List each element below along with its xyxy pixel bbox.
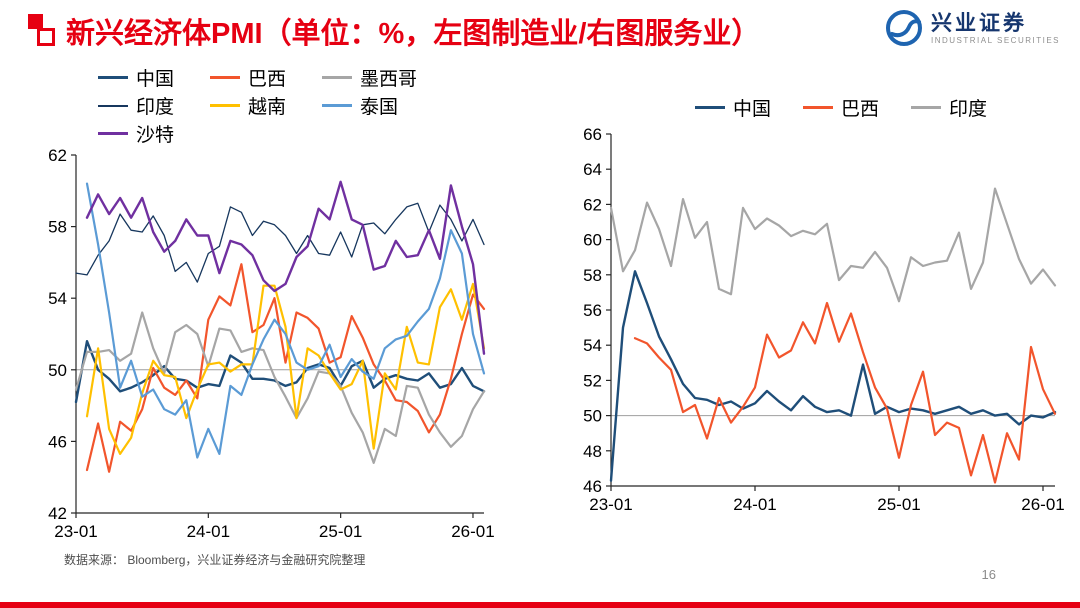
charts-row: 中国 巴西 墨西哥 印度 越南 泰国 沙特 42 46 50 54 58 62 23-01 24-01 25…: [0, 64, 1080, 545]
legend-label: 印度: [949, 99, 988, 120]
legend-line-swatch: [210, 104, 240, 107]
page-number: 16: [981, 567, 996, 582]
legend-item-印度: 印度: [98, 92, 210, 119]
legend-line-swatch: [98, 104, 128, 107]
legend-item-印度: 印度: [911, 94, 987, 121]
page-title: 新兴经济体PMI（单位：%，左图制造业/右图服务业）: [66, 18, 761, 50]
svg-text:25-01: 25-01: [877, 495, 920, 514]
svg-text:46: 46: [583, 477, 602, 496]
legend-line-swatch: [322, 104, 352, 107]
svg-text:42: 42: [48, 504, 67, 523]
title-bullet-decoration: [28, 12, 55, 46]
legend-item-墨西哥: 墨西哥: [322, 64, 452, 91]
red-square-solid-icon: [28, 14, 43, 29]
legend-item-泰国: 泰国: [322, 92, 452, 119]
svg-text:52: 52: [583, 371, 602, 390]
svg-text:23-01: 23-01: [54, 522, 97, 541]
svg-text:60: 60: [583, 231, 602, 250]
svg-text:23-01: 23-01: [589, 495, 632, 514]
legend-label: 中国: [136, 69, 175, 90]
legend-line-swatch: [98, 132, 128, 135]
svg-text:50: 50: [48, 361, 67, 380]
legend-line-swatch: [803, 106, 834, 109]
legend-line-swatch: [911, 106, 942, 109]
legend-line-swatch: [322, 76, 352, 79]
svg-text:24-01: 24-01: [187, 522, 230, 541]
svg-text:54: 54: [583, 336, 602, 355]
industrial-securities-logo-icon: [886, 10, 922, 46]
legend-label: 巴西: [841, 99, 880, 120]
manufacturing-pmi-panel: 中国 巴西 墨西哥印度 越南 泰国沙特 42 46 50 54 58 62 23-01 24-01 25…: [0, 64, 545, 545]
bottom-red-bar: [0, 602, 1080, 608]
svg-text:62: 62: [48, 147, 67, 165]
legend-item-越南: 越南: [210, 92, 322, 119]
logo-company-name: 兴业证券: [931, 11, 1027, 35]
legend-label: 沙特: [136, 125, 175, 146]
svg-text:54: 54: [48, 289, 67, 308]
legend-label: 泰国: [360, 97, 399, 118]
svg-text:58: 58: [48, 218, 67, 237]
legend-item-中国: 中国: [98, 64, 210, 91]
svg-text:62: 62: [583, 195, 602, 214]
svg-text:56: 56: [583, 301, 602, 320]
svg-text:66: 66: [583, 126, 602, 144]
legend-label: 中国: [733, 99, 772, 120]
logo-company-subtitle: INDUSTRIAL SECURITIES: [931, 35, 1060, 45]
legend-line-swatch: [210, 76, 240, 79]
logo-text: 兴业证券 INDUSTRIAL SECURITIES: [931, 12, 1060, 45]
legend-item-巴西: 巴西: [210, 64, 322, 91]
legend-label: 墨西哥: [360, 69, 418, 90]
slide-header: 新兴经济体PMI（单位：%，左图制造业/右图服务业） 兴业证券 INDUSTRI…: [28, 8, 1060, 64]
red-square-outline-icon: [37, 28, 55, 46]
svg-text:26-01: 26-01: [451, 522, 494, 541]
legend-item-巴西: 巴西: [803, 94, 879, 121]
svg-text:24-01: 24-01: [733, 495, 776, 514]
legend-label: 巴西: [248, 69, 287, 90]
svg-text:58: 58: [583, 266, 602, 285]
svg-text:26-01: 26-01: [1021, 495, 1064, 514]
legend-label: 印度: [136, 97, 175, 118]
company-logo: 兴业证券 INDUSTRIAL SECURITIES: [884, 8, 1060, 48]
svg-text:64: 64: [583, 160, 602, 179]
legend-label: 越南: [248, 97, 287, 118]
legend-line-swatch: [695, 106, 725, 109]
services-pmi-chart: 46 48 50 52 54 56 58 60 62 64 66 23-01 24-01 25-01 26-…: [583, 126, 1065, 514]
services-pmi-panel: 中国 巴西 印度 46 48 50 52 54 56 58 60 62 64 66 23-01 24-01 2…: [545, 64, 1080, 545]
manufacturing-pmi-chart: 42 46 50 54 58 62 23-01 24-01 25-01 26-01: [48, 147, 495, 541]
manufacturing-legend: 中国 巴西 墨西哥印度 越南 泰国沙特: [98, 64, 545, 147]
svg-text:48: 48: [583, 442, 602, 461]
svg-text:25-01: 25-01: [319, 522, 362, 541]
services-legend: 中国 巴西 印度: [695, 94, 1080, 124]
legend-line-swatch: [98, 76, 128, 79]
legend-item-沙特: 沙特: [98, 120, 210, 147]
data-source-note: 数据来源： Bloomberg，兴业证券经济与金融研究院整理: [64, 553, 366, 567]
legend-item-中国: 中国: [695, 94, 771, 121]
svg-text:46: 46: [48, 432, 67, 451]
svg-text:50: 50: [583, 407, 602, 426]
